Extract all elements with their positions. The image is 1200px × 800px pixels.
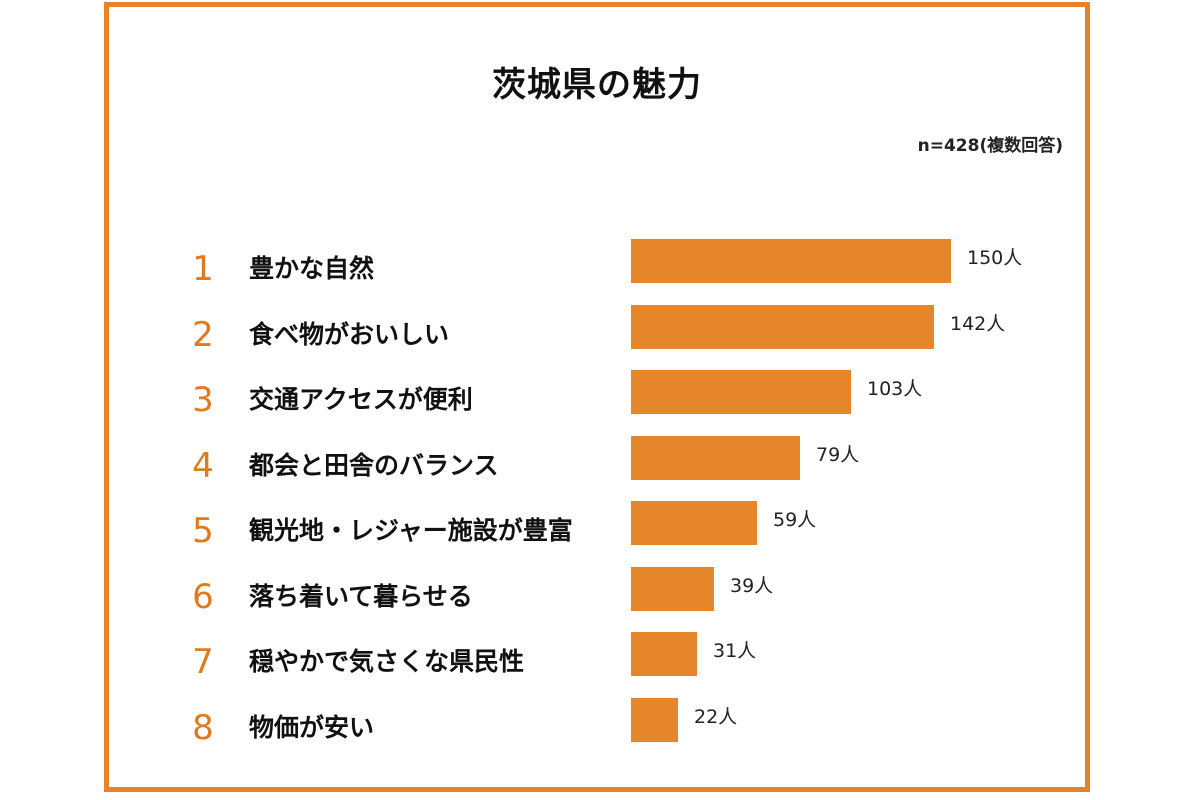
chart-title: 茨城県の魅力 <box>492 65 702 105</box>
bar <box>631 697 678 742</box>
value-label: 142人 <box>950 312 1006 335</box>
bar-row: 5 観光地・レジャー施設が豊富 59人 <box>109 501 1085 567</box>
rank-number: 7 <box>192 642 214 682</box>
value-label: 39人 <box>730 574 774 597</box>
bar <box>631 304 934 349</box>
bar <box>631 566 714 611</box>
chart-frame: 茨城県の魅力 n=428(複数回答) 1 豊かな自然 150人 2 食べ物がおいしい 14… <box>104 2 1090 792</box>
bar <box>631 370 851 414</box>
bar-row: 6 落ち着いて暮らせる 39人 <box>109 566 1085 633</box>
bar <box>631 435 800 480</box>
bar <box>631 501 757 545</box>
value-label: 79人 <box>816 443 860 466</box>
bar-row: 3 交通アクセスが便利 103人 <box>109 370 1085 436</box>
category-label: 落ち着いて暮らせる <box>249 581 473 611</box>
bar <box>631 632 697 676</box>
category-label: 物価が安い <box>249 712 375 742</box>
value-label: 150人 <box>967 247 1023 269</box>
rank-number: 3 <box>192 380 214 420</box>
rank-number: 5 <box>192 511 214 551</box>
sample-size-note: n=428(複数回答) <box>917 136 1063 156</box>
bar-row: 7 穏やかで気さくな県民性 31人 <box>109 632 1085 698</box>
rank-number: 8 <box>192 707 214 748</box>
bar-row: 1 豊かな自然 150人 <box>109 239 1085 305</box>
category-label: 食べ物がおいしい <box>249 319 450 349</box>
category-label: 穏やかで気さくな県民性 <box>249 647 525 676</box>
rank-number: 4 <box>192 445 214 486</box>
category-label: 観光地・レジャー施設が豊富 <box>249 516 573 545</box>
bar-row: 8 物価が安い 22人 <box>109 697 1085 764</box>
rank-number: 1 <box>192 249 214 289</box>
bar <box>631 239 951 283</box>
rank-number: 2 <box>192 314 214 355</box>
value-label: 22人 <box>694 705 738 728</box>
category-label: 交通アクセスが便利 <box>249 385 473 414</box>
value-label: 31人 <box>713 640 757 662</box>
category-label: 豊かな自然 <box>249 254 375 283</box>
rank-number: 6 <box>192 576 214 617</box>
bar-row: 2 食べ物がおいしい 142人 <box>109 304 1085 371</box>
category-label: 都会と田舎のバランス <box>249 450 499 480</box>
value-label: 59人 <box>773 509 817 531</box>
bar-row: 4 都会と田舎のバランス 79人 <box>109 435 1085 502</box>
value-label: 103人 <box>867 378 923 400</box>
